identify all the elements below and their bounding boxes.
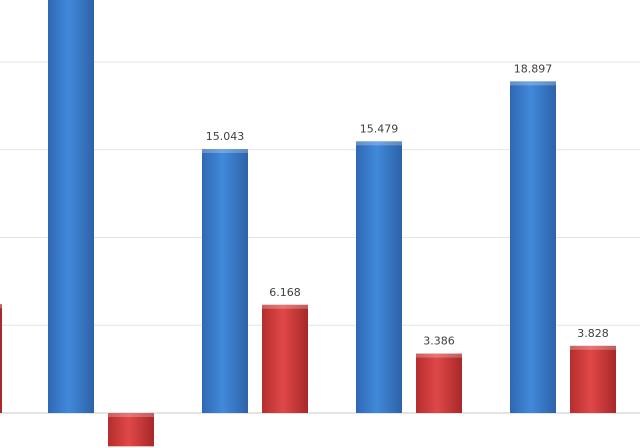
blue-bar-4 bbox=[510, 81, 556, 413]
blue-bar-label-4: 18.897 bbox=[514, 62, 553, 75]
data-labels: 15.043 15.479 18.897 6.168 3.386 3.828 bbox=[206, 62, 609, 347]
red-bar-1 bbox=[108, 413, 154, 447]
red-bar-4 bbox=[570, 345, 616, 413]
red-bar-3 bbox=[416, 353, 462, 413]
blue-bar-1 bbox=[48, 0, 94, 414]
bars bbox=[0, 0, 616, 447]
blue-bar-label-3: 15.479 bbox=[360, 122, 399, 135]
red-bar-partial bbox=[0, 304, 2, 413]
red-bar-label-3: 3.386 bbox=[423, 335, 455, 348]
red-bar-label-4: 3.828 bbox=[577, 327, 609, 340]
blue-bar-3 bbox=[356, 141, 402, 413]
blue-bar-label-2: 15.043 bbox=[206, 130, 245, 143]
blue-bar-2 bbox=[202, 148, 248, 413]
red-bar-label-2: 6.168 bbox=[269, 286, 301, 299]
red-bar-2 bbox=[262, 304, 308, 413]
